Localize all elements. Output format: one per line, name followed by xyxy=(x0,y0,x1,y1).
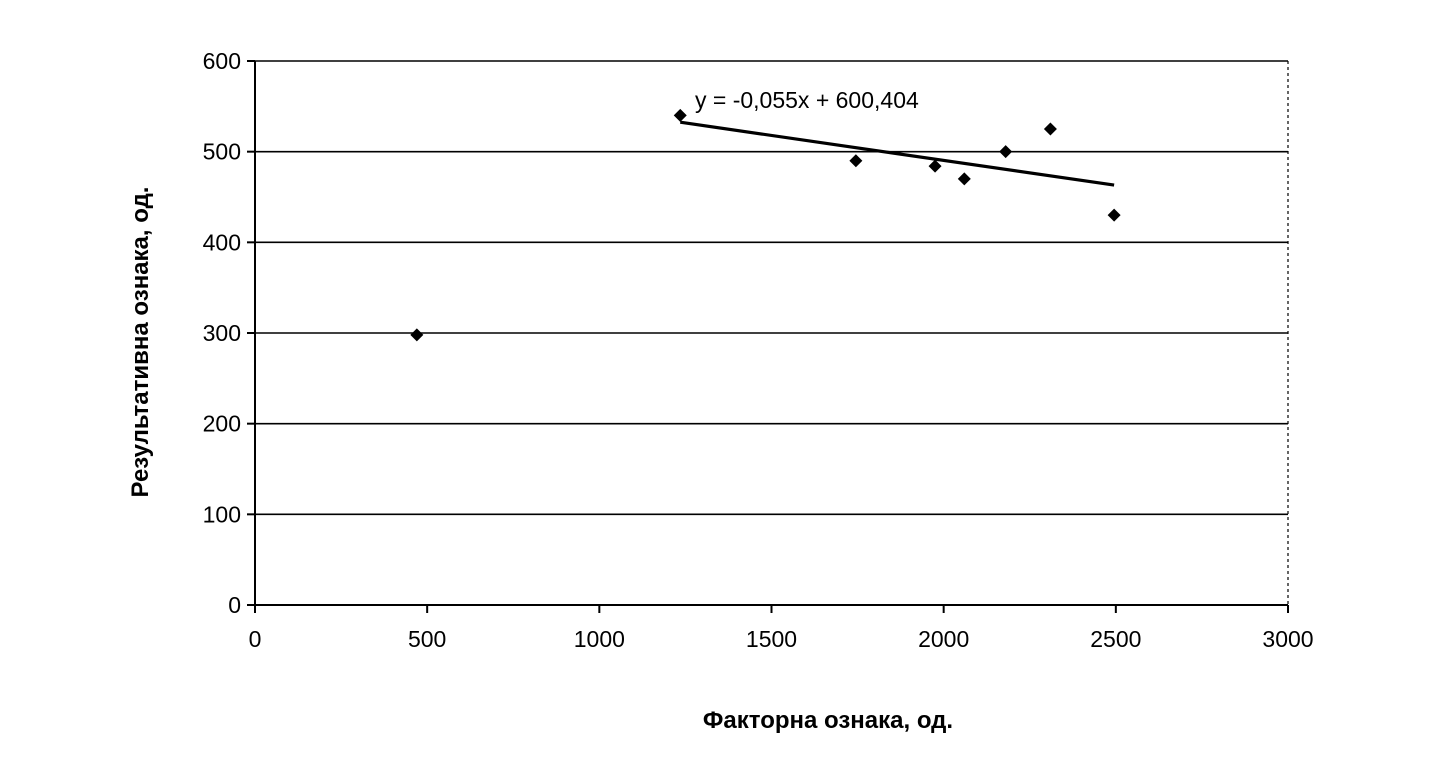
data-point-3 xyxy=(928,159,942,173)
y-tick-label-500: 500 xyxy=(203,139,241,165)
x-tick-label-1000: 1000 xyxy=(574,626,625,652)
x-tick-label-3000: 3000 xyxy=(1262,626,1313,652)
x-axis-label: Факторна ознака, од. xyxy=(703,707,953,734)
data-point-7 xyxy=(1107,208,1121,222)
data-point-6 xyxy=(1043,122,1057,136)
data-point-0 xyxy=(410,328,424,342)
x-tick-label-2500: 2500 xyxy=(1090,626,1141,652)
y-tick-label-600: 600 xyxy=(203,48,241,74)
y-tick-label-0: 0 xyxy=(228,592,241,618)
x-tick-label-0: 0 xyxy=(249,626,262,652)
tick-labels: 0 100 200 300 400 500 600 0 500 1000 1500 2000 2500 3… xyxy=(203,48,1314,652)
x-tick-label-500: 500 xyxy=(408,626,446,652)
trendline-equation: y = -0,055x + 600,404 xyxy=(695,87,919,113)
x-tick-label-2000: 2000 xyxy=(918,626,969,652)
y-tick-label-300: 300 xyxy=(203,320,241,346)
data-points xyxy=(410,108,1121,342)
data-point-4 xyxy=(957,172,971,186)
data-point-2 xyxy=(849,154,863,168)
trendline-group xyxy=(680,120,1115,187)
gridlines xyxy=(255,60,1288,516)
x-tick-label-1500: 1500 xyxy=(746,626,797,652)
y-tick-label-100: 100 xyxy=(203,501,241,527)
trendline xyxy=(680,120,1115,187)
y-axis-label: Результативна ознака, од. xyxy=(127,187,154,498)
data-point-5 xyxy=(999,145,1013,159)
y-tick-label-200: 200 xyxy=(203,411,241,437)
data-point-1 xyxy=(673,108,687,122)
y-tick-label-400: 400 xyxy=(203,229,241,255)
